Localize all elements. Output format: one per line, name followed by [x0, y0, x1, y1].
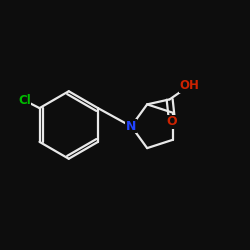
Text: OH: OH	[180, 79, 200, 92]
Text: N: N	[126, 120, 136, 133]
Text: Cl: Cl	[18, 94, 31, 107]
Text: O: O	[167, 116, 177, 128]
